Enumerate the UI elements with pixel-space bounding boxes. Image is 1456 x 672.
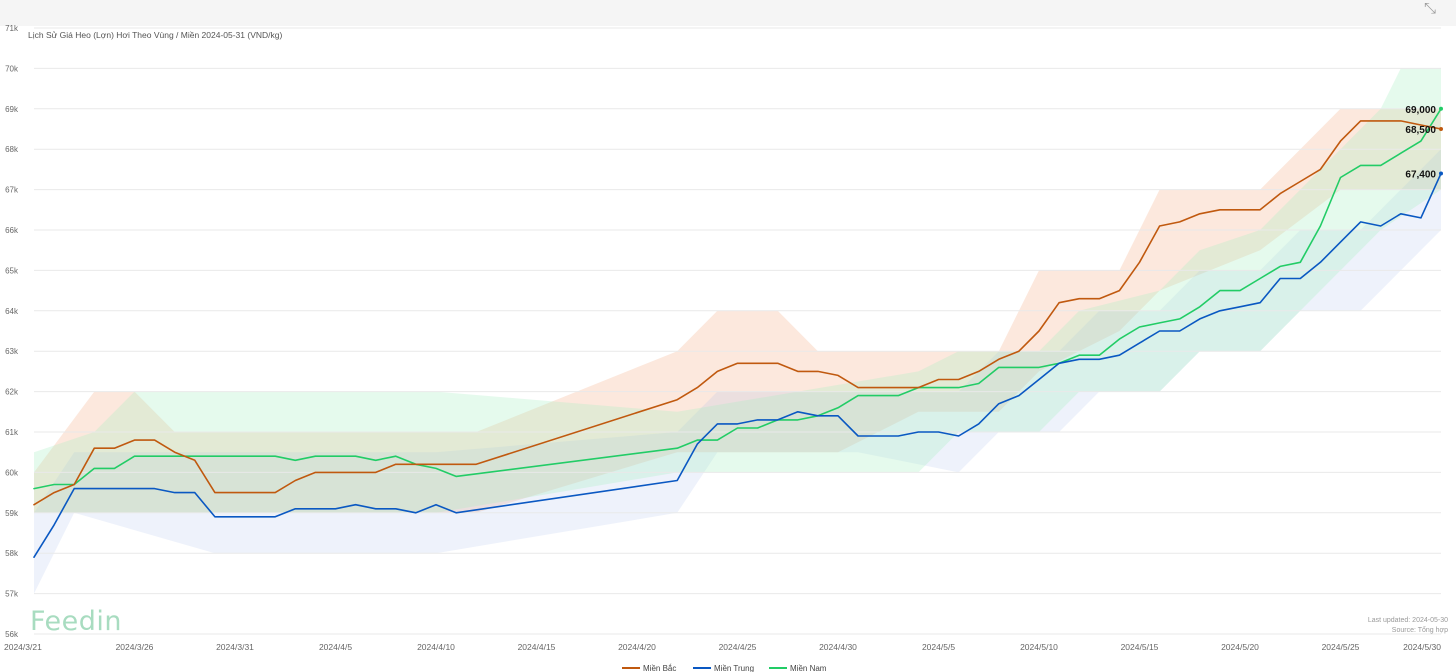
x-tick-label: 2024/5/20 (1221, 642, 1259, 652)
y-tick-label: 60k (5, 468, 19, 477)
last-updated-text: Last updated: 2024-05-30 (1368, 617, 1448, 624)
x-tick-label: 2024/5/15 (1121, 642, 1159, 652)
y-tick-label: 71k (5, 24, 19, 33)
y-tick-label: 67k (5, 186, 19, 195)
x-tick-label: 2024/3/26 (116, 642, 154, 652)
y-tick-label: 63k (5, 347, 19, 356)
x-tick-label: 2024/5/10 (1020, 642, 1058, 652)
legend-item-label: Miền Trung (714, 664, 754, 672)
end-value-label: 67,400 (1405, 169, 1436, 180)
x-tick-label: 2024/5/5 (922, 642, 955, 652)
x-tick-label: 2024/4/25 (719, 642, 757, 652)
end-point-marker (1439, 106, 1443, 111)
legend-item-label: Miền Bắc (643, 664, 676, 672)
x-tick-label: 2024/5/30 (1403, 642, 1441, 652)
end-point-marker (1439, 127, 1443, 131)
x-tick-label: 2024/4/20 (618, 642, 656, 652)
series-lines (33, 108, 1442, 558)
chart-title: Lịch Sử Giá Heo (Lợn) Hơi Theo Vùng / Mi… (28, 30, 282, 40)
end-value-label: 69,000 (1405, 105, 1436, 116)
feedin-logo: Feedin (30, 606, 122, 637)
y-tick-label: 70k (5, 64, 19, 73)
line-mien-trung (33, 172, 1442, 558)
x-tick-label: 2024/4/10 (417, 642, 455, 652)
line-mien-nam (33, 108, 1442, 490)
x-tick-label: 2024/4/5 (319, 642, 352, 652)
end-point-marker (1439, 171, 1443, 176)
x-tick-label: 2024/3/31 (216, 642, 254, 652)
collapse-arrows-icon[interactable]: ⤡ (1423, 0, 1436, 17)
x-tick-label: 2024/3/21 (4, 642, 42, 652)
x-tick-label: 2024/4/15 (518, 642, 556, 652)
y-tick-label: 59k (5, 509, 19, 518)
y-axis: 56k 57k 58k 59k 60k 61k 62k 63k 64k 65k 66k 67k 68k 6… (5, 24, 19, 639)
y-tick-label: 68k (5, 145, 19, 154)
legend-item-label: Miền Nam (790, 664, 827, 672)
x-axis: 2024/3/21 2024/3/26 2024/3/31 2024/4/5 2024/… (4, 642, 1441, 652)
y-tick-label: 61k (5, 428, 19, 437)
band-mien-trung (34, 149, 1441, 594)
x-tick-label: 2024/5/25 (1322, 642, 1360, 652)
y-tick-label: 69k (5, 105, 19, 114)
y-tick-label: 62k (5, 388, 19, 397)
line-mien-bac (33, 120, 1442, 506)
y-tick-label: 66k (5, 226, 19, 235)
chart-toolbar (0, 0, 1456, 26)
y-tick-label: 58k (5, 549, 19, 558)
source-text: Source: Tổng hợp (1392, 626, 1448, 634)
series-end-labels: 68,500 67,400 69,000 (1405, 105, 1443, 180)
y-tick-label: 64k (5, 307, 19, 316)
chart-legend: Miền Bắc Miền Trung Miền Nam (622, 664, 827, 672)
price-range-bands (34, 68, 1441, 594)
end-value-label: 68,500 (1405, 125, 1436, 136)
grid-lines (34, 27, 1441, 635)
y-tick-label: 65k (5, 266, 19, 275)
y-tick-label: 56k (5, 630, 19, 639)
y-tick-label: 57k (5, 590, 19, 599)
x-tick-label: 2024/4/30 (819, 642, 857, 652)
band-mien-nam (34, 68, 1441, 513)
